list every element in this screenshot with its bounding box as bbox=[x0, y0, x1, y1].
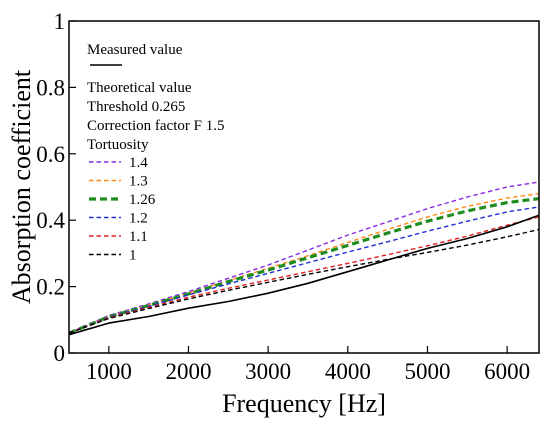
axis-ticks: 1000 2000 3000 4000 5000 6000 0 0.2 0.4 0.6 0.8 1 bbox=[36, 9, 530, 384]
y-tick-label: 0.6 bbox=[36, 142, 65, 167]
plot-frame bbox=[68, 20, 540, 354]
y-tick-label: 0 bbox=[54, 341, 66, 366]
legend-entry-label: 1.2 bbox=[129, 211, 148, 227]
legend-measured-label: Measured value bbox=[87, 42, 183, 58]
x-tick-label: 1000 bbox=[86, 359, 132, 384]
x-tick-label: 6000 bbox=[484, 359, 530, 384]
legend-entry-label: 1.3 bbox=[129, 174, 148, 190]
legend-threshold-label: Threshold 0.265 bbox=[87, 99, 185, 115]
series-lines bbox=[68, 181, 540, 336]
legend-correction-label: Correction factor F 1.5 bbox=[87, 118, 224, 134]
x-tick-label: 5000 bbox=[404, 359, 450, 384]
y-tick-label: 0.8 bbox=[36, 75, 65, 100]
x-axis-title: Frequency [Hz] bbox=[222, 389, 386, 418]
legend-entries: 1.4 1.3 1.26 1.2 1.1 1 bbox=[89, 155, 156, 264]
legend-theoretical-label: Theoretical value bbox=[87, 80, 192, 96]
series-line-1-1 bbox=[68, 216, 540, 334]
y-tick-label: 1 bbox=[54, 9, 66, 34]
legend-entry-label: 1.4 bbox=[129, 155, 148, 171]
x-tick-label: 4000 bbox=[325, 359, 371, 384]
legend-entry-label: 1.1 bbox=[129, 229, 148, 245]
y-tick-label: 0.2 bbox=[36, 275, 65, 300]
x-tick-label: 2000 bbox=[165, 359, 211, 384]
series-line-measured-value bbox=[68, 214, 540, 336]
x-tick-label: 3000 bbox=[245, 359, 291, 384]
legend-entry-label: 1.26 bbox=[129, 192, 156, 208]
series-line-1-4 bbox=[68, 181, 540, 334]
series-line-1-3 bbox=[68, 192, 540, 334]
y-tick-label: 0.4 bbox=[36, 208, 65, 233]
series-line-1 bbox=[68, 228, 540, 334]
legend-entry-label: 1 bbox=[129, 248, 137, 264]
legend: Measured value Theoretical value Thresho… bbox=[87, 42, 224, 264]
legend-tortuosity-label: Tortuosity bbox=[87, 137, 149, 153]
series-line-1-2 bbox=[68, 206, 540, 334]
y-axis-title: Absorption coefficient bbox=[7, 69, 36, 304]
